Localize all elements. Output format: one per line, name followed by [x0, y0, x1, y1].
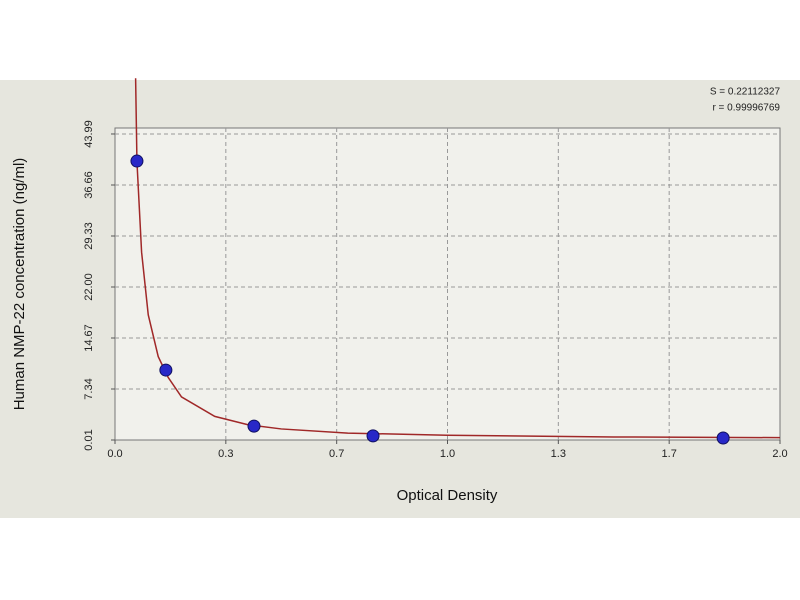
y-tick-label: 36.66: [83, 171, 95, 199]
y-tick-label: 0.01: [83, 429, 95, 450]
y-axis-title: Human NMP-22 concentration (ng/ml): [11, 158, 28, 411]
x-tick-label: 0.3: [218, 448, 233, 460]
x-tick-label: 2.0: [772, 448, 787, 460]
y-tick-label: 22.00: [83, 273, 95, 301]
x-tick-label: 1.3: [551, 448, 566, 460]
y-tick-label: 14.67: [83, 324, 95, 352]
x-axis-title: Optical Density: [397, 487, 498, 504]
x-tick-label: 1.0: [440, 448, 455, 460]
x-tick-label: 1.7: [662, 448, 677, 460]
annotation: S = 0.22112327: [710, 87, 781, 98]
data-point: [366, 429, 380, 443]
y-tick-label: 29.33: [83, 222, 95, 250]
data-point: [130, 154, 144, 168]
data-point: [716, 431, 730, 445]
y-tick-label: 7.34: [83, 378, 95, 399]
data-point: [159, 363, 173, 377]
annotation: r = 0.99996769: [712, 103, 780, 114]
data-point: [247, 419, 261, 433]
x-tick-label: 0.7: [329, 448, 344, 460]
x-tick-label: 0.0: [107, 448, 122, 460]
fit-curve: [134, 78, 781, 439]
y-tick-label: 43.99: [83, 120, 95, 148]
